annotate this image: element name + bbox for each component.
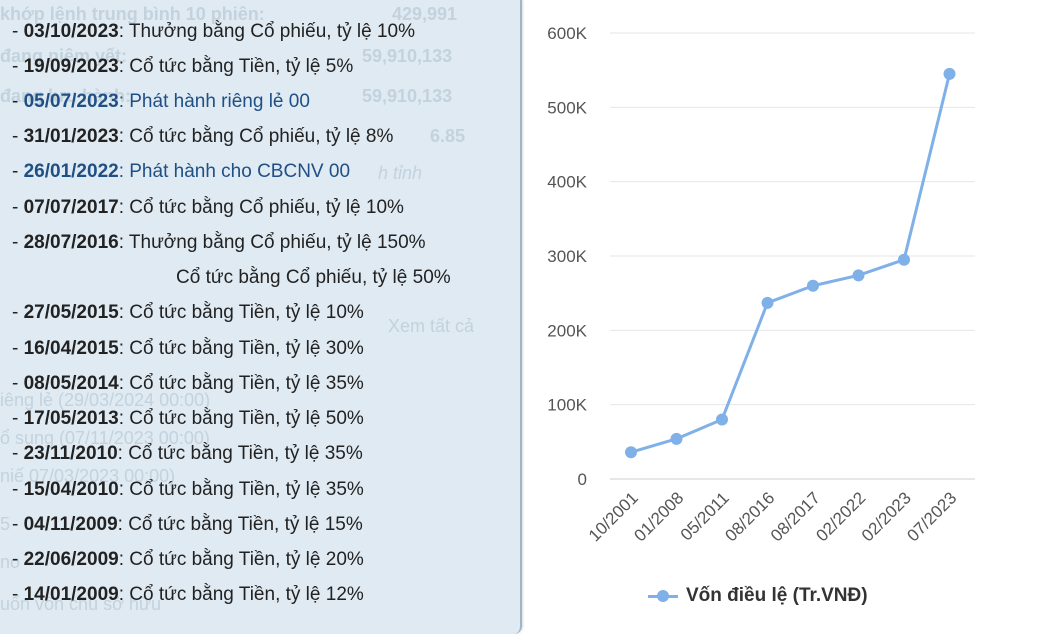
data-point: [898, 253, 910, 266]
ghost-text: ổ sung (07/11/2023 00:00): [0, 428, 210, 448]
corporate-events-panel: khớp lệnh trung bình 10 phiên: 429,991 đ…: [0, 0, 522, 634]
event-item: - 15/04/2010: Cổ tức bằng Tiền, tỷ lệ 35…: [12, 479, 364, 500]
data-point: [943, 67, 956, 80]
ghost-text: iêng lẻ (29/03/2024 00:00): [0, 390, 211, 410]
data-point: [852, 269, 865, 282]
x-tick-label: 07/2023: [903, 488, 960, 545]
event-continuation: Cổ tức bằng Cổ phiếu, tỷ lệ 50%: [176, 267, 451, 288]
chart-legend[interactable]: Vốn điều lệ (Tr.VNĐ): [648, 585, 868, 607]
legend-marker-icon: [648, 589, 678, 603]
x-tick-label: 08/2016: [721, 488, 778, 545]
y-tick-label: 100K: [547, 396, 587, 415]
ghost-text: đang lưu hành:: [0, 86, 132, 106]
event-date: 15/04/2010: [23, 479, 119, 500]
event-item: - 08/05/2014: Cổ tức bằng Tiền, tỷ lệ 35…: [12, 373, 364, 394]
event-date: 08/05/2014: [23, 373, 119, 394]
event-item: - 14/01/2009: Cổ tức bằng Tiền, tỷ lệ 12…: [12, 584, 364, 605]
event-date: 05/07/2023: [23, 91, 119, 112]
ghost-text: 5: [0, 514, 11, 534]
event-item: - 31/01/2023: Cổ tức bằng Cổ phiếu, tỷ l…: [12, 126, 394, 147]
event-text: : Cổ tức bằng Tiền, tỷ lệ 12%: [118, 584, 364, 605]
data-point: [807, 279, 819, 292]
event-text: : Cổ tức bằng Tiền, tỷ lệ 35%: [117, 443, 363, 464]
ghost-text: Xem tất cả: [388, 316, 475, 336]
event-date: 14/01/2009: [23, 584, 119, 605]
event-date: 16/04/2015: [23, 338, 119, 359]
event-item: - 16/04/2015: Cổ tức bằng Tiền, tỷ lệ 30…: [12, 338, 364, 359]
ghost-text: đang niêm yết:: [0, 46, 128, 66]
event-item: - 17/05/2013: Cổ tức bằng Tiền, tỷ lệ 50…: [12, 408, 364, 429]
x-tick-label: 01/2008: [630, 488, 687, 545]
event-item: - 28/07/2016: Thưởng bằng Cổ phiếu, tỷ l…: [12, 232, 426, 253]
event-text: : Thưởng bằng Cổ phiếu, tỷ lệ 10%: [118, 21, 415, 42]
event-text: : Cổ tức bằng Cổ phiếu, tỷ lệ 10%: [118, 197, 404, 218]
event-item-link[interactable]: - 05/07/2023: Phát hành riêng lẻ 00: [12, 91, 310, 112]
y-tick-label: 200K: [547, 321, 587, 340]
event-date: 26/01/2022: [23, 161, 119, 182]
event-text: : Thưởng bằng Cổ phiếu, tỷ lệ 150%: [118, 232, 426, 253]
y-tick-label: 400K: [547, 173, 587, 192]
event-text: : Cổ tức bằng Tiền, tỷ lệ 15%: [117, 514, 363, 535]
series-line: [630, 73, 951, 454]
event-text: : Cổ tức bằng Tiền, tỷ lệ 5%: [118, 56, 354, 77]
ghost-text: 59,910,133: [362, 86, 453, 106]
data-point: [761, 296, 774, 309]
ghost-text: h tỉnh: [378, 163, 423, 183]
ghost-text: uốn vốn chủ sở hữu: [0, 594, 161, 614]
data-point: [716, 413, 728, 426]
y-tick-label: 500K: [547, 98, 587, 117]
event-text: : Cổ tức bằng Cổ phiếu, tỷ lệ 8%: [118, 126, 394, 147]
event-text: : Cổ tức bằng Tiền, tỷ lệ 20%: [118, 549, 364, 570]
y-tick-label: 600K: [547, 24, 587, 43]
event-date: 04/11/2009: [23, 514, 118, 535]
event-item: - 19/09/2023: Cổ tức bằng Tiền, tỷ lệ 5%: [12, 56, 354, 77]
ghost-text: no: [0, 552, 21, 572]
event-text: : Phát hành riêng lẻ 00: [118, 91, 310, 112]
event-item: - 22/06/2009: Cổ tức bằng Tiền, tỷ lệ 20…: [12, 549, 364, 570]
ghost-text: 6.85: [430, 126, 466, 146]
event-item: - 04/11/2009: Cổ tức bằng Tiền, tỷ lệ 15…: [12, 514, 363, 535]
event-item: - 27/05/2015: Cổ tức bằng Tiền, tỷ lệ 10…: [12, 302, 364, 323]
event-date: 22/06/2009: [23, 549, 119, 570]
data-point: [670, 432, 683, 445]
y-tick-label: 300K: [547, 247, 587, 266]
event-text: : Cổ tức bằng Tiền, tỷ lệ 10%: [118, 302, 364, 323]
event-date: 17/05/2013: [23, 408, 119, 429]
event-date: 28/07/2016: [23, 232, 119, 253]
event-item: - 03/10/2023: Thưởng bằng Cổ phiếu, tỷ l…: [12, 21, 415, 42]
event-date: 31/01/2023: [23, 126, 119, 147]
charter-capital-chart: 0 100K 200K 300K 400K 500K 600K 10/2001 01/2008 0…: [525, 0, 1060, 634]
event-date: 27/05/2015: [23, 302, 119, 323]
x-tick-label: 08/2017: [767, 488, 824, 545]
x-tick-label: 02/2023: [858, 488, 915, 545]
event-date: 19/09/2023: [23, 56, 119, 77]
ghost-text: niế 07/03/2023 00:00): [0, 466, 176, 486]
legend-label: Vốn điều lệ (Tr.VNĐ): [686, 585, 868, 606]
ghost-text: khớp lệnh trung bình 10 phiên:: [0, 4, 265, 24]
event-text: : Cổ tức bằng Tiền, tỷ lệ 30%: [118, 338, 364, 359]
event-text: : Cổ tức bằng Tiền, tỷ lệ 35%: [118, 479, 364, 500]
ghost-text: 429,991: [392, 4, 458, 24]
event-text: : Cổ tức bằng Tiền, tỷ lệ 35%: [118, 373, 364, 394]
event-item-link[interactable]: - 26/01/2022: Phát hành cho CBCNV 00: [12, 161, 351, 182]
data-point: [625, 446, 637, 459]
event-item: - 23/11/2010: Cổ tức bằng Tiền, tỷ lệ 35…: [12, 443, 363, 464]
ghost-text: 59,910,133: [362, 46, 453, 66]
x-tick-label: 10/2001: [585, 488, 642, 545]
y-tick-label: 0: [578, 470, 587, 489]
event-text: : Cổ tức bằng Tiền, tỷ lệ 50%: [118, 408, 364, 429]
event-date: 03/10/2023: [23, 21, 119, 42]
event-date: 23/11/2010: [23, 443, 118, 464]
event-item: - 07/07/2017: Cổ tức bằng Cổ phiếu, tỷ l…: [12, 197, 404, 218]
event-date: 07/07/2017: [23, 197, 119, 218]
x-tick-label: 02/2022: [812, 488, 869, 545]
event-text: : Phát hành cho CBCNV 00: [118, 161, 351, 182]
